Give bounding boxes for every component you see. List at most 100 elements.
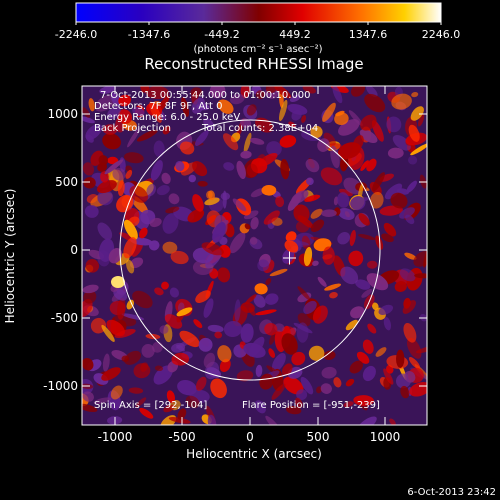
colorbar-tick-label: -1347.6 xyxy=(128,28,170,41)
emission-blob xyxy=(284,240,299,253)
emission-blob xyxy=(310,125,323,139)
emission-blob xyxy=(236,160,246,180)
emission-blob xyxy=(175,160,185,172)
emission-blob xyxy=(249,236,258,245)
emission-blob xyxy=(268,348,276,358)
emission-blob xyxy=(264,322,278,336)
emission-blob xyxy=(265,278,272,286)
emission-blob xyxy=(386,116,402,133)
emission-blob xyxy=(102,353,110,372)
info-method: Back Projection xyxy=(94,123,171,134)
x-axis-ticks xyxy=(114,86,386,425)
emission-blob xyxy=(163,404,175,413)
emission-blob xyxy=(383,368,394,385)
y-axis-label: Heliocentric Y (arcsec) xyxy=(3,189,17,324)
emission-blob xyxy=(149,101,162,123)
emission-blob xyxy=(93,397,111,405)
emission-blob xyxy=(278,99,288,122)
emission-blob xyxy=(305,158,320,173)
emission-blob xyxy=(150,160,163,181)
emission-blob xyxy=(370,191,384,209)
emission-blob xyxy=(128,387,144,394)
emission-blob xyxy=(232,198,247,212)
y-tick-label: -1000 xyxy=(43,379,78,393)
emission-blob xyxy=(408,155,418,165)
emission-blob xyxy=(96,180,117,194)
emission-blob xyxy=(353,395,374,406)
emission-blob xyxy=(123,237,137,259)
emission-blob xyxy=(214,331,223,339)
emission-blob xyxy=(161,172,171,185)
emission-blob xyxy=(329,292,338,299)
plot-frame xyxy=(81,85,428,426)
emission-blob xyxy=(389,418,396,425)
emission-blob xyxy=(415,345,427,354)
emission-blob xyxy=(273,86,292,99)
colorbar-tick-label: -2246.0 xyxy=(55,28,97,41)
emission-blob xyxy=(312,305,328,324)
emission-blob xyxy=(301,115,307,123)
emission-blob xyxy=(296,220,310,233)
emission-blob xyxy=(350,306,365,319)
emission-blob xyxy=(384,183,403,200)
emission-blob xyxy=(83,290,97,304)
emission-blob xyxy=(229,232,246,254)
emission-blob xyxy=(82,284,99,294)
emission-blob xyxy=(338,188,353,197)
emission-blob xyxy=(271,383,286,400)
emission-blob xyxy=(332,86,343,104)
emission-blob xyxy=(132,106,145,117)
emission-blob xyxy=(133,363,151,379)
emission-blob xyxy=(337,192,350,208)
solar-limb-circle xyxy=(119,119,381,381)
spin-axis-label: Spin Axis = [292,-104] xyxy=(94,400,207,411)
emission-blob xyxy=(101,367,121,381)
y-tick-label: 500 xyxy=(55,175,78,189)
emission-blob xyxy=(410,106,424,121)
emission-blob xyxy=(88,98,95,112)
emission-blob xyxy=(337,232,351,245)
emission-blob xyxy=(177,408,187,420)
emission-blob xyxy=(271,352,286,372)
emission-blob xyxy=(383,222,397,237)
emission-blob xyxy=(168,193,180,205)
emission-blob xyxy=(179,141,195,155)
emission-blob xyxy=(126,299,135,310)
colorbar-ticks xyxy=(75,22,442,25)
emission-blob xyxy=(367,323,377,334)
emission-blob xyxy=(83,177,96,189)
emission-blob xyxy=(348,250,364,267)
info-time-range: 7-Oct-2013 00:55:44.000 to 01:00:10.000 xyxy=(100,90,311,101)
emission-blob xyxy=(257,259,270,272)
emission-blob xyxy=(330,86,349,94)
emission-blob xyxy=(289,94,301,102)
emission-blob xyxy=(402,300,416,314)
emission-blob xyxy=(399,207,415,219)
emission-blob xyxy=(296,389,308,401)
emission-blob xyxy=(201,242,224,256)
x-tick-label: 0 xyxy=(246,430,254,444)
emission-blob xyxy=(240,86,250,99)
emission-blob xyxy=(343,401,354,408)
emission-blob xyxy=(139,407,154,419)
emission-blob xyxy=(192,161,208,177)
emission-blob xyxy=(195,130,209,146)
emission-blob xyxy=(317,138,330,152)
emission-blob xyxy=(302,86,316,94)
colorbar-tick-label: -449.2 xyxy=(204,28,239,41)
y-axis-ticks xyxy=(82,113,427,387)
emission-blob xyxy=(286,405,302,415)
emission-blob xyxy=(287,103,308,115)
emission-blob xyxy=(322,102,336,122)
emission-blob xyxy=(259,373,274,390)
emission-blob xyxy=(126,259,135,274)
emission-blob xyxy=(375,347,387,357)
emission-blob xyxy=(219,358,231,372)
emission-blob xyxy=(195,376,207,391)
emission-blob xyxy=(217,267,231,283)
emission-blob xyxy=(145,86,169,100)
info-total-counts: Total counts: 2.38E+04 xyxy=(201,123,318,134)
emission-blob xyxy=(162,241,178,254)
emission-blob xyxy=(320,383,332,394)
emission-blob xyxy=(162,125,171,135)
